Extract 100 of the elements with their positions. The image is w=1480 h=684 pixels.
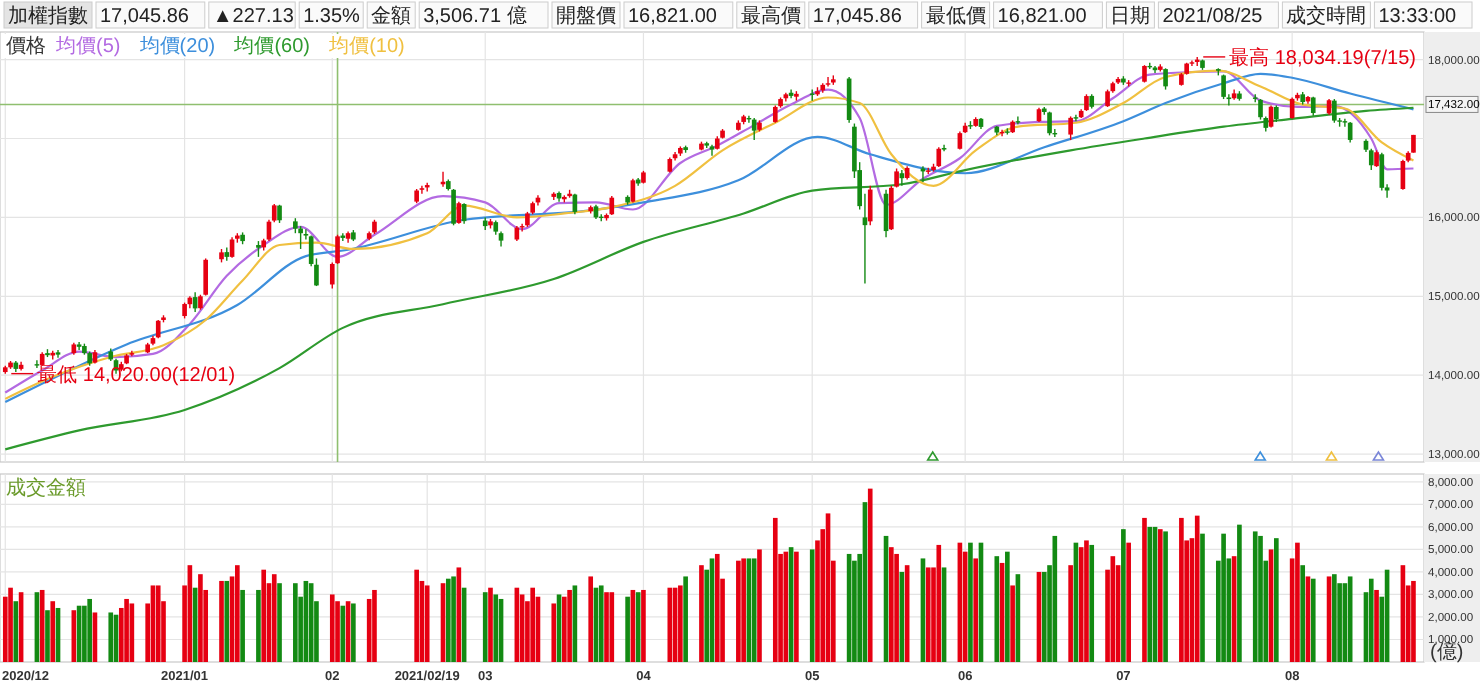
bar [641, 589, 646, 662]
bar [261, 569, 267, 662]
bar [256, 589, 261, 662]
bar [1078, 547, 1084, 662]
bar [50, 601, 56, 662]
bar [108, 612, 114, 662]
text: 成交時間 [1286, 4, 1367, 28]
bar [551, 603, 557, 662]
bar [1010, 585, 1015, 662]
bar [198, 574, 203, 662]
candlestick [867, 185, 873, 226]
bar [1005, 551, 1010, 662]
bar [277, 583, 282, 662]
candlestick [277, 204, 282, 224]
bar [714, 553, 720, 662]
bar [1295, 542, 1300, 662]
text: 日期 [1110, 4, 1151, 28]
bar [1374, 589, 1379, 662]
text: 17,045.86 [100, 6, 190, 28]
candlestick [825, 76, 831, 88]
text: 13:33:00 [1378, 6, 1458, 28]
bar [1300, 565, 1306, 662]
chart-title: 成交金額 [6, 476, 86, 500]
bar [625, 596, 630, 662]
bar [852, 560, 857, 662]
bar [118, 607, 124, 662]
bar [530, 587, 535, 662]
bar [424, 585, 430, 662]
candlestick [609, 195, 615, 216]
candlestick [34, 359, 40, 369]
text: 開盤價 [556, 4, 616, 28]
bar [772, 517, 778, 662]
bar [1142, 517, 1147, 662]
candlestick [451, 188, 456, 226]
candlestick [1189, 59, 1195, 67]
bar [1237, 524, 1242, 662]
candlestick [1379, 152, 1385, 192]
bar [994, 556, 1000, 662]
text: 最高價 [740, 4, 801, 28]
text: 均價(20) [137, 34, 216, 58]
bar [366, 598, 372, 662]
text: 最低價 [925, 6, 986, 28]
candlestick [55, 349, 61, 359]
bar [936, 544, 942, 662]
bar [751, 558, 757, 662]
bar [598, 585, 604, 662]
line-series [4, 106, 1415, 451]
bar [925, 567, 931, 662]
bar [1041, 571, 1047, 662]
bar [1084, 540, 1089, 662]
candlestick [751, 117, 757, 141]
bar [1089, 544, 1095, 662]
bar [1147, 526, 1153, 662]
bar [219, 580, 224, 662]
bar [1179, 517, 1184, 662]
bar [968, 542, 973, 662]
bar [1252, 531, 1258, 662]
candlestick [155, 319, 161, 339]
bar [683, 576, 688, 662]
candlestick [709, 144, 715, 157]
text: 均價(60) [232, 34, 310, 58]
bar [1221, 533, 1226, 662]
legend-title: 價格 [6, 34, 46, 58]
bar [240, 589, 245, 662]
bar [667, 587, 673, 662]
bar [1274, 538, 1279, 662]
text: 16,821.00 [628, 6, 718, 28]
bar [1163, 531, 1168, 662]
bar [82, 605, 87, 662]
bar [1258, 535, 1263, 662]
text: 金額 [371, 4, 412, 28]
candlestick [298, 225, 303, 250]
bar [1157, 529, 1163, 662]
candlestick [1068, 115, 1073, 141]
bar [736, 560, 741, 662]
bar [87, 598, 92, 662]
candlestick [203, 257, 209, 297]
bar [588, 576, 594, 662]
bar [293, 583, 298, 662]
candlestick [76, 341, 82, 351]
candlestick [936, 146, 942, 168]
bar [609, 592, 615, 662]
bar [604, 592, 609, 662]
text: ▲227.13 [212, 6, 295, 28]
bar [1194, 515, 1200, 662]
bar [757, 549, 762, 662]
bar [451, 576, 456, 662]
text: 17,045.86 [812, 6, 903, 28]
bar [567, 589, 572, 662]
bar [678, 585, 683, 662]
text: 2021/08/25 [1162, 6, 1264, 28]
chart-title: 加權指數 [8, 4, 88, 28]
bar [488, 587, 493, 662]
bar [894, 553, 899, 662]
bar [794, 551, 799, 662]
annotation: 最高 18,034.19(7/15) [1229, 45, 1416, 70]
bar [1068, 565, 1073, 662]
bar [271, 574, 277, 662]
text: 均價(5) [54, 34, 121, 58]
bar [329, 594, 335, 662]
